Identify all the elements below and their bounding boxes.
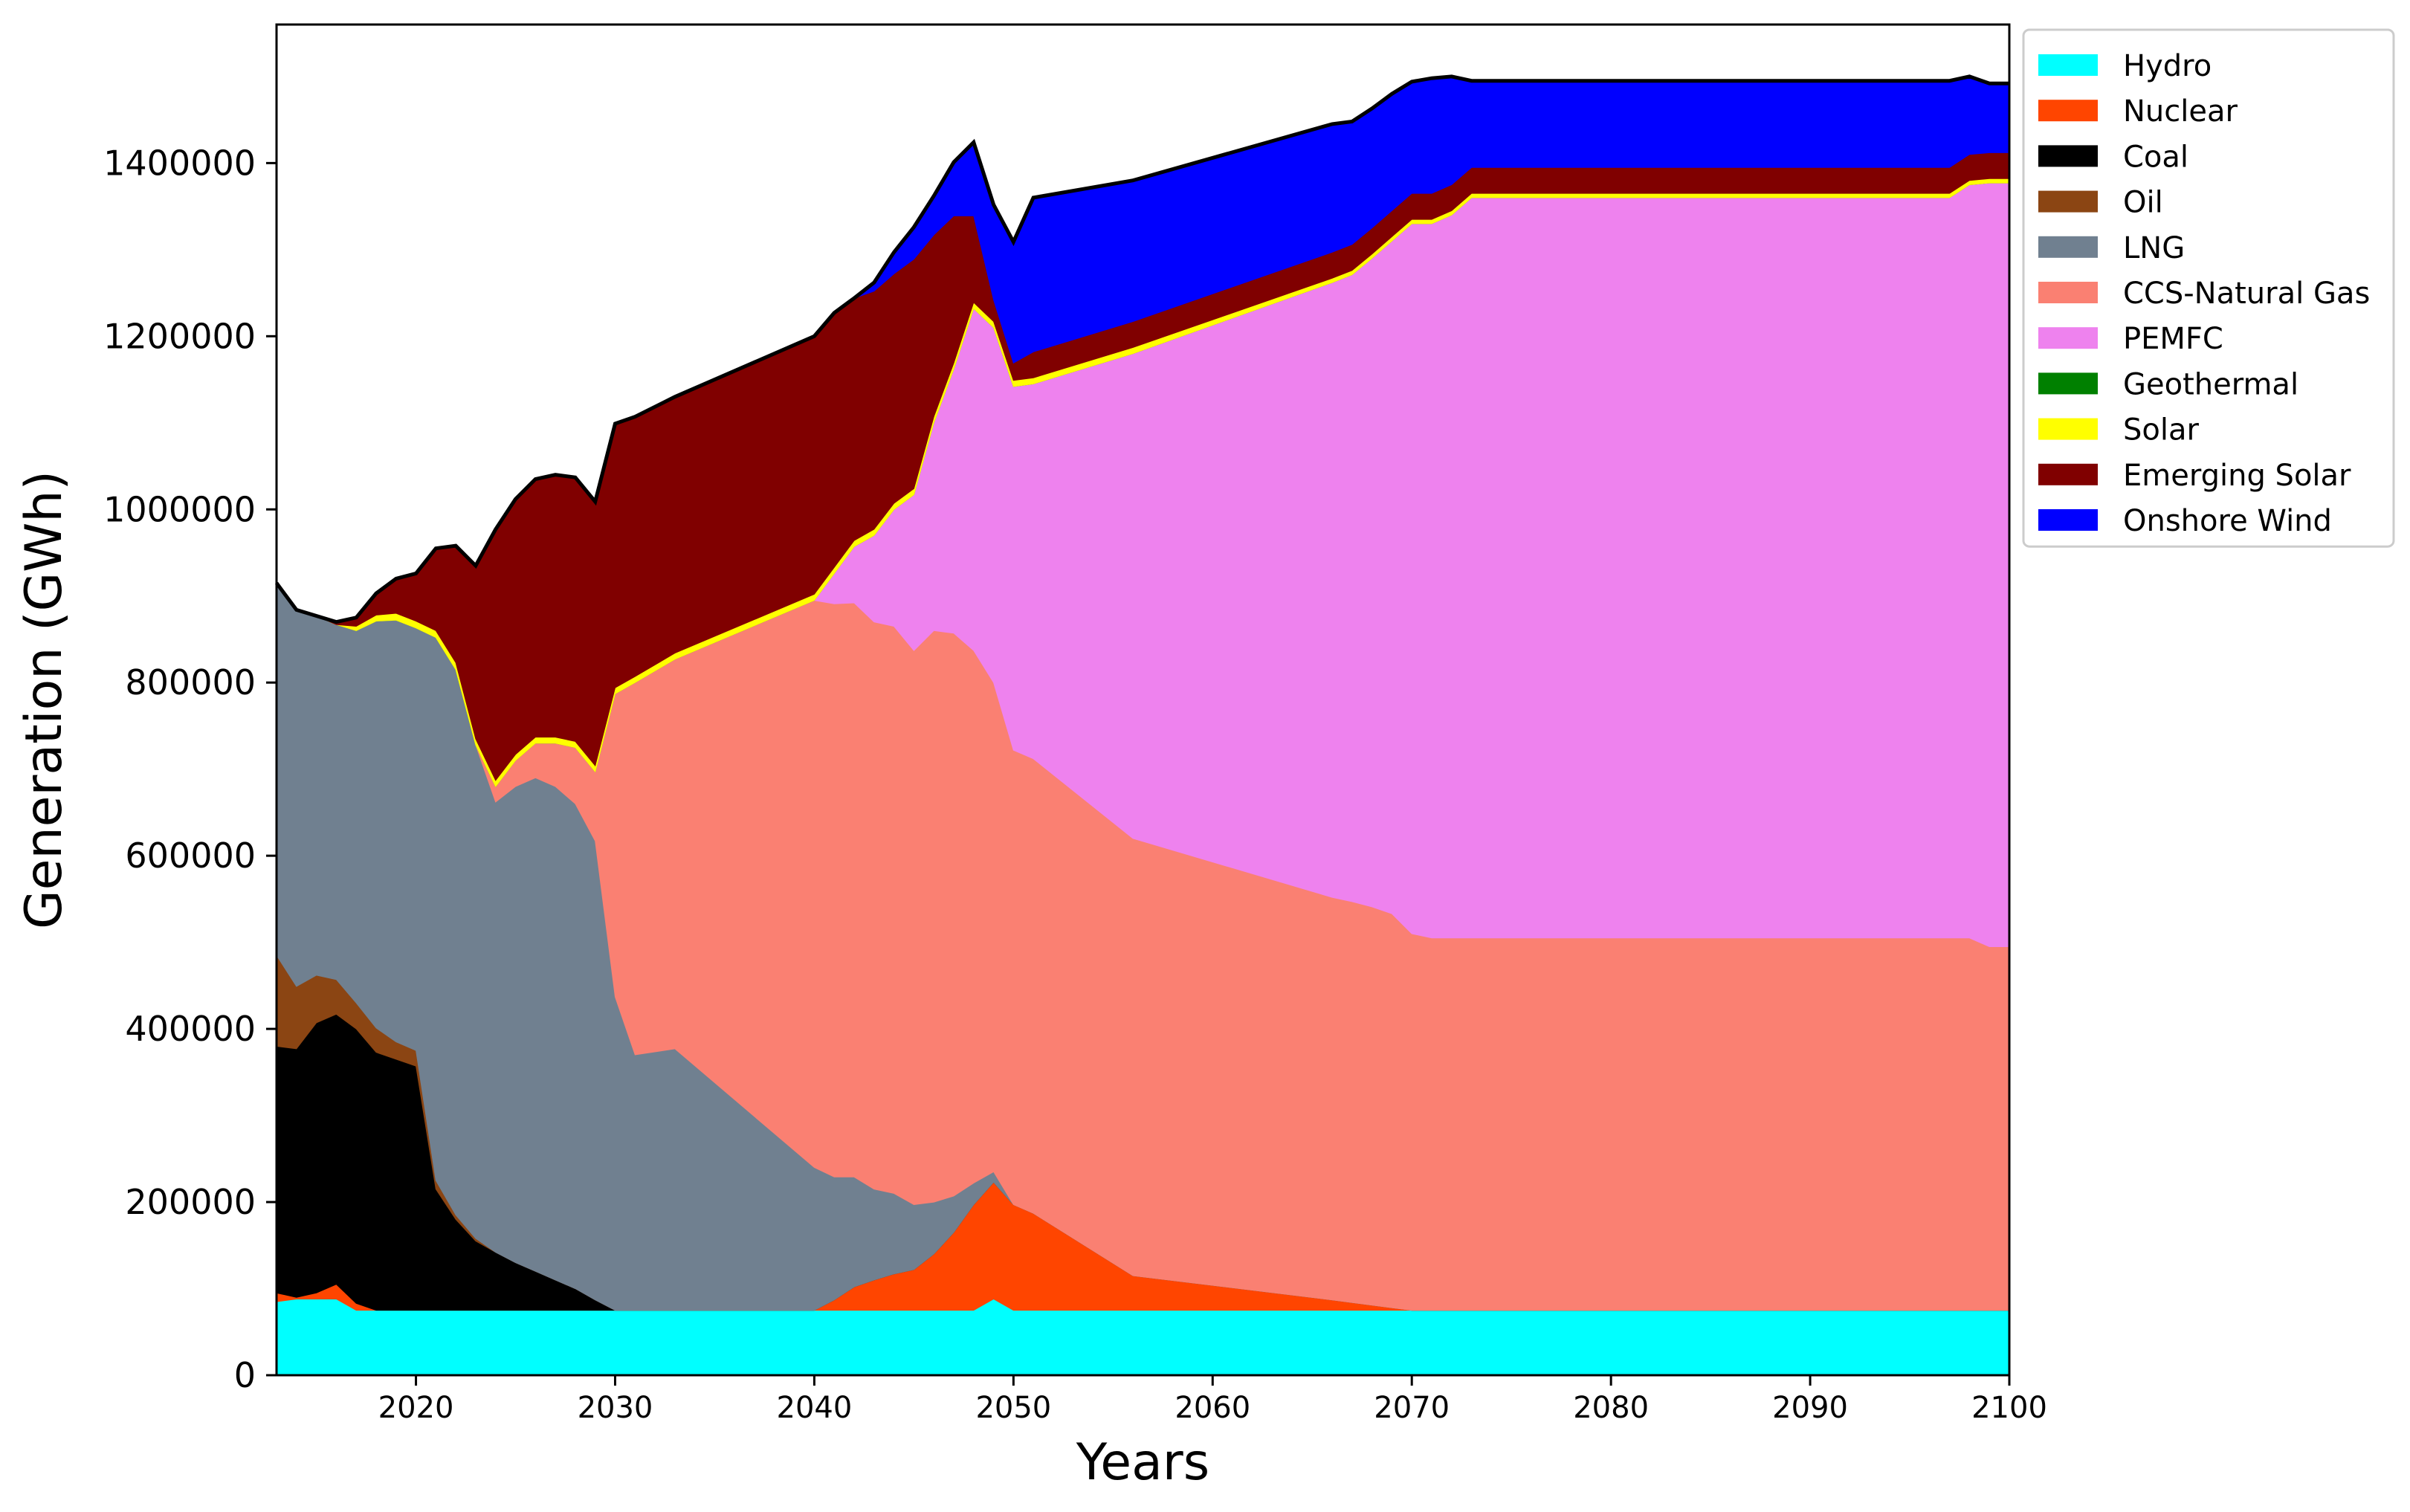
legend-swatch (2038, 236, 2098, 258)
legend-swatch (2038, 372, 2098, 395)
legend-swatch (2038, 145, 2098, 167)
legend-swatch (2038, 282, 2098, 303)
legend: Hydro Nuclear Coal Oil LNG CCS-Natural Gas PEM… (2022, 28, 2395, 548)
x-tick-label: 2100 (1971, 1391, 2047, 1425)
legend-label: LNG (2123, 231, 2185, 265)
y-tick-label: 800000 (125, 662, 256, 702)
x-tick-label: 2020 (378, 1391, 454, 1425)
x-tick-label: 2030 (578, 1391, 653, 1425)
legend-box (2022, 28, 2395, 548)
legend-label: Onshore Wind (2123, 504, 2332, 538)
y-tick-label: 1200000 (103, 316, 256, 356)
legend-label: Hydro (2123, 49, 2212, 83)
x-tick-label: 2050 (975, 1391, 1051, 1425)
legend-swatch (2038, 327, 2098, 349)
x-axis: 2020 2030 2040 2050 2060 2070 2080 2090 2100 (378, 1375, 2047, 1425)
x-tick-label: 2090 (1772, 1391, 1848, 1425)
area-series-group (276, 76, 2010, 1376)
legend-label: Geothermal (2123, 367, 2298, 401)
y-tick-label: 200000 (125, 1182, 256, 1222)
total-outline-line (274, 74, 2009, 624)
x-tick-label: 2070 (1374, 1391, 1450, 1425)
legend-label: PEMFC (2123, 322, 2223, 356)
legend-swatch (2038, 418, 2098, 440)
y-tick-label: 600000 (125, 836, 256, 876)
legend-label: CCS-Natural Gas (2123, 277, 2370, 311)
legend-swatch (2038, 100, 2098, 122)
legend-swatch (2038, 190, 2098, 213)
legend-swatch (2038, 509, 2098, 531)
y-tick-label: 1000000 (103, 489, 256, 529)
legend-label: Solar (2123, 413, 2199, 448)
legend-label: Oil (2123, 186, 2163, 220)
legend-label: Nuclear (2123, 94, 2238, 129)
plot-frame (275, 23, 2011, 1377)
y-axis-label: Generation (GWh) (15, 471, 74, 929)
x-axis-label: Years (1076, 1433, 1209, 1492)
legend-swatch (2038, 54, 2098, 76)
x-tick-label: 2040 (777, 1391, 853, 1425)
y-axis: 0 200000 400000 600000 800000 1000000 1200000 1… (103, 143, 277, 1395)
x-tick-label: 2080 (1573, 1391, 1649, 1425)
y-tick-label: 0 (234, 1355, 256, 1395)
legend-swatch (2038, 463, 2098, 485)
y-tick-label: 1400000 (103, 143, 256, 183)
y-tick-label: 400000 (125, 1009, 256, 1049)
legend-label: Emerging Solar (2123, 459, 2351, 493)
x-tick-label: 2060 (1175, 1391, 1250, 1425)
legend-label: Coal (2123, 140, 2188, 174)
